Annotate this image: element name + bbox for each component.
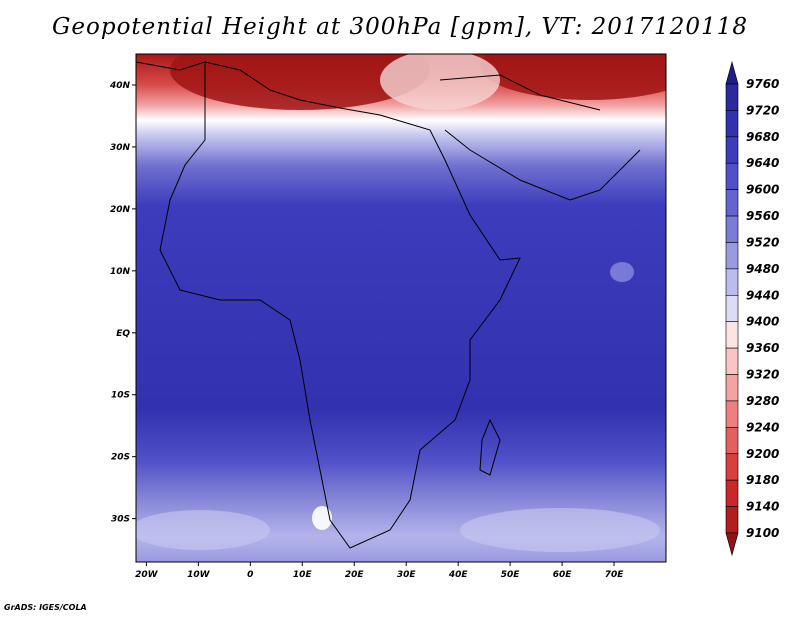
- colorbar-box: [725, 60, 739, 85]
- lon-tick-label: 50E: [501, 570, 521, 580]
- lat-tick-label: 10N: [110, 267, 131, 277]
- colorbar-level-label: 9640: [746, 156, 779, 170]
- chart-title: Geopotential Height at 300hPa [gpm], VT:…: [52, 14, 748, 40]
- colorbar-box: [725, 162, 739, 190]
- colorbar-level-label: 9320: [746, 368, 779, 382]
- colorbar-box: [725, 294, 739, 323]
- colorbar-level-label: 9280: [746, 394, 779, 408]
- colorbar-box: [725, 427, 739, 455]
- map-frame: [135, 53, 667, 563]
- lon-tick-label: 70E: [605, 570, 625, 580]
- lon-tick-label: 20E: [345, 570, 365, 580]
- colorbar-box: [725, 374, 739, 402]
- credit-label: GrADS: IGES/COLA: [4, 603, 87, 612]
- lon-tick-label: 20W: [135, 570, 159, 580]
- colorbar-level-label: 9180: [746, 473, 779, 487]
- lon-tick-label: 10W: [187, 570, 211, 580]
- colorbar-box: [725, 321, 739, 349]
- colorbar-box: [725, 453, 739, 481]
- colorbar-box: [725, 83, 739, 111]
- lat-tick-label: 20S: [111, 453, 130, 463]
- colorbar-box: [725, 242, 739, 270]
- colorbar-level-label: 9720: [746, 103, 779, 117]
- colorbar-level-label: 9360: [746, 341, 779, 355]
- colorbar-level-label: 9480: [746, 262, 779, 276]
- lon-tick-label: 30E: [397, 570, 417, 580]
- colorbar-box: [725, 400, 739, 428]
- coastlines: [136, 61, 641, 549]
- colorbar-level-label: 9240: [746, 420, 779, 434]
- lon-tick-label: 40E: [448, 570, 469, 580]
- colorbar-box: [725, 506, 739, 534]
- colorbar-box: [725, 268, 739, 296]
- colorbar-box: [725, 189, 739, 217]
- lat-tick-label: 10S: [111, 391, 130, 401]
- colorbar-level-label: 9400: [746, 315, 779, 329]
- colorbar-box: [725, 136, 739, 164]
- colorbar-box: [725, 110, 739, 138]
- colorbar-level-label: 9560: [746, 209, 779, 223]
- colorbar-level-label: 9200: [746, 447, 779, 461]
- colorbar-box: [725, 479, 739, 507]
- lon-tick-label: 0: [247, 570, 253, 580]
- colorbar-box: [725, 347, 739, 375]
- colorbar-level-label: 9520: [746, 235, 779, 249]
- lat-tick-label: 30N: [110, 143, 131, 153]
- lon-tick-label: 10E: [293, 570, 313, 580]
- colorbar-box: [725, 532, 739, 557]
- colorbar-box: [725, 215, 739, 243]
- lon-tick-label: 60E: [553, 570, 573, 580]
- lat-tick-label: 30S: [111, 515, 130, 525]
- latitude-axis: 40N 30N 20N 10N EQ 10S 20S 30S: [109, 81, 136, 525]
- height-field: [136, 54, 666, 562]
- colorbar-level-label: 9680: [746, 130, 779, 144]
- colorbar-level-label: 9600: [746, 183, 779, 197]
- lat-tick-label: 40N: [109, 81, 131, 91]
- colorbar-level-label: 9100: [746, 526, 779, 540]
- colorbar-level-label: 9140: [746, 500, 779, 514]
- colorbar-level-label: 9440: [746, 288, 779, 302]
- lat-tick-label: EQ: [116, 329, 130, 339]
- longitude-axis: 20W 10W 0 10E 20E 30E 40E 50E 60E 70E: [135, 562, 624, 580]
- colorbar-level-label: 9760: [746, 77, 779, 91]
- lat-tick-label: 20N: [110, 205, 131, 215]
